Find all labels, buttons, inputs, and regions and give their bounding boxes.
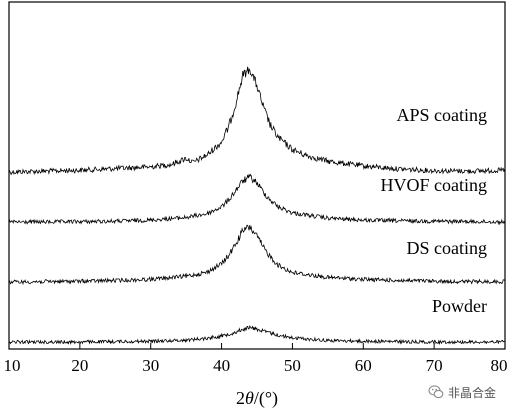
trace-powder (8, 324, 505, 346)
x-tick-label-80: 80 (491, 356, 508, 375)
x-tick-label-20: 20 (71, 356, 88, 375)
x-tick-label-30: 30 (142, 356, 159, 375)
watermark: 非晶合金 (428, 382, 496, 402)
trace-aps-coating (8, 66, 505, 176)
plot-frame (8, 1, 506, 350)
x-tick-label-40: 40 (213, 356, 230, 375)
x-tick-label-60: 60 (355, 356, 372, 375)
x-tick-label-70: 70 (426, 356, 443, 375)
watermark-text: 非晶合金 (448, 385, 497, 400)
x-ticks-group: 10 20 30 40 50 60 70 80 (4, 343, 508, 375)
series-labels-group: APS coating HVOF coating DS coating Powder (381, 105, 488, 316)
x-axis-title: 2θ/(°) (236, 388, 278, 409)
traces-group (8, 66, 505, 346)
x-tick-label-10: 10 (4, 356, 21, 375)
series-label-hvof-coating: HVOF coating (381, 175, 488, 195)
series-label-ds-coating: DS coating (407, 238, 488, 258)
x-tick-label-50: 50 (284, 356, 301, 375)
series-label-aps-coating: APS coating (396, 105, 487, 125)
trace-hvof-coating (8, 173, 505, 226)
trace-ds-coating (8, 224, 505, 285)
wechat-icon (428, 385, 444, 399)
series-label-powder: Powder (432, 296, 487, 316)
